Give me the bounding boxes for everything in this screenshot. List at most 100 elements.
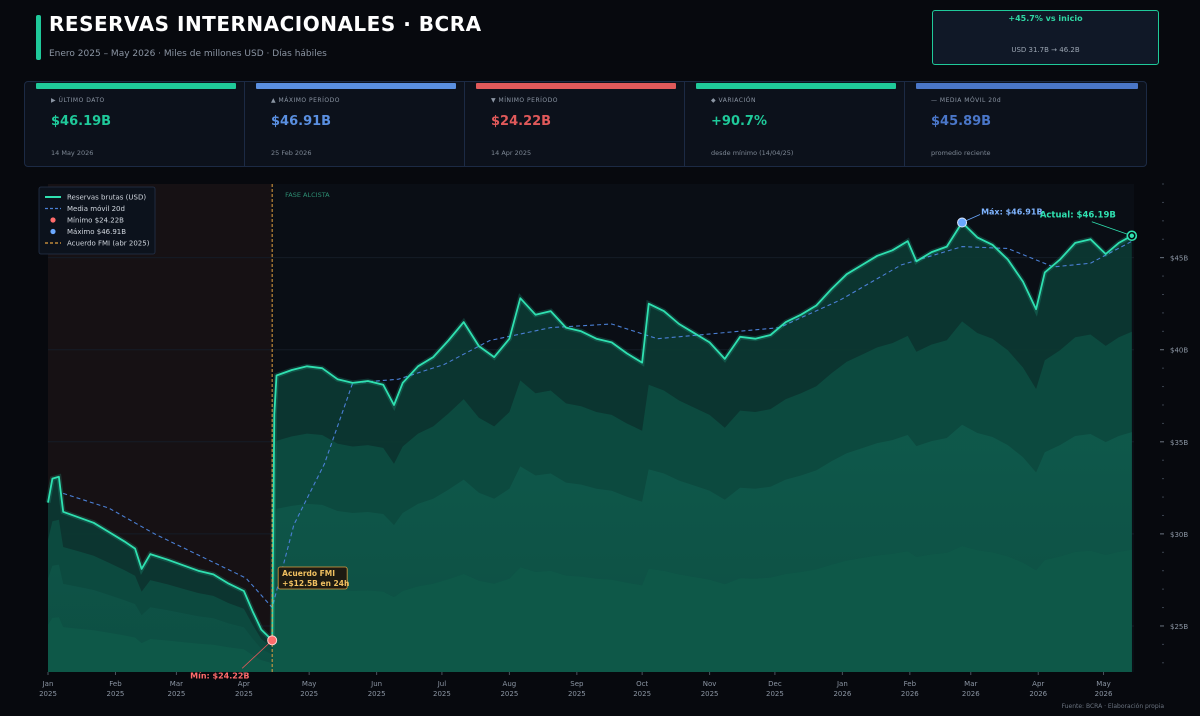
kpi-value: $46.91B [271, 114, 332, 129]
kpi-value: $24.22B [491, 114, 552, 129]
kpi-card-minimo: ▼ MÍNIMO PERÍODO $24.22B 14 Apr 2025 [465, 82, 685, 166]
kpi-sub: desde mínimo (14/04/25) [711, 149, 794, 157]
x-tick-label-year: 2025 [633, 690, 651, 698]
kpi-value: $46.19B [51, 114, 112, 129]
diamond-icon: ◆ [711, 97, 717, 104]
kpi-label: ◆ VARIACIÓN [711, 97, 756, 104]
last-marker-core [1129, 233, 1135, 238]
kpi-sub: promedio reciente [931, 149, 991, 157]
x-tick-label-year: 2025 [568, 690, 586, 698]
x-tick-label-year: 2026 [1095, 690, 1113, 698]
y-tick-label: $45B [1170, 255, 1188, 263]
reserves-area-layer [48, 546, 1132, 672]
imf-annotation-line-2: +$12.5B en 24h [282, 579, 349, 588]
imf-annotation-box [277, 566, 348, 590]
x-tick-label-year: 2025 [300, 690, 318, 698]
legend-marker-dot [50, 217, 56, 223]
max-marker [957, 217, 968, 228]
change-summary-head: +45.7% vs inicio [1008, 14, 1083, 23]
phase-label: FASE ALCISTA [285, 191, 330, 199]
kpi-value: +90.7% [711, 114, 767, 129]
x-tick-label-year: 2026 [962, 690, 980, 698]
kpi-strip [916, 83, 1138, 89]
max-label: Máx: $46.91B [981, 207, 1042, 216]
x-tick-label-year: 2025 [368, 690, 386, 698]
x-tick-label-month: Apr [1032, 680, 1044, 688]
legend-label: Acuerdo FMI (abr 2025) [67, 240, 150, 248]
kpi-value: $45.89B [931, 114, 992, 129]
x-tick-label-month: Jan [836, 680, 848, 688]
x-tick-label-month: Sep [570, 680, 584, 688]
moving-average-line [63, 240, 1133, 609]
min-label: Mín: $24.22B [190, 671, 249, 680]
legend-marker-dot [50, 228, 56, 235]
x-tick-label-month: Mar [964, 680, 977, 688]
kpi-card-maximo: ▲ MÁXIMO PERÍODO $46.91B 25 Feb 2026 [245, 82, 465, 166]
x-tick-label-month: Jul [437, 680, 447, 688]
x-tick-label-year: 2025 [235, 690, 253, 698]
kpi-card-variacion: ◆ VARIACIÓN +90.7% desde mínimo (14/04/2… [685, 82, 905, 166]
x-tick-label-year: 2025 [167, 690, 185, 698]
min-leader-line [241, 640, 273, 669]
legend-label: Media móvil 20d [67, 205, 125, 213]
kpi-sub: 14 May 2026 [51, 149, 94, 157]
kpi-strip [476, 83, 676, 89]
kpi-label: ▲ MÁXIMO PERÍODO [271, 97, 340, 104]
x-tick-label-month: Jan [42, 680, 54, 688]
x-tick-label-month: Mar [170, 680, 183, 688]
triangle-up-icon: ▲ [271, 97, 277, 104]
x-tick-label-year: 2025 [701, 690, 719, 698]
chart-legend: Reservas brutas (USD) Media móvil 20d Míni… [38, 186, 156, 255]
x-tick-label-year: 2025 [107, 690, 125, 698]
kpi-sub: 25 Feb 2026 [271, 149, 312, 157]
y-tick-label: $40B [1170, 347, 1188, 355]
x-tick-label-year: 2025 [39, 690, 57, 698]
kpi-row: ▶ ÚLTIMO DATO $46.19B 14 May 2026 ▲ MÁXI… [24, 81, 1147, 167]
x-tick-label-year: 2025 [433, 690, 451, 698]
x-tick-label-month: Feb [109, 680, 122, 688]
legend-label: Mínimo $24.22B [67, 217, 124, 225]
kpi-card-ultimo: ▶ ÚLTIMO DATO $46.19B 14 May 2026 [25, 82, 245, 166]
x-tick-label-year: 2025 [766, 690, 784, 698]
y-tick-label: $30B [1170, 531, 1188, 539]
x-tick-label-year: 2026 [1029, 690, 1047, 698]
x-tick-label-month: May [302, 680, 316, 688]
kpi-label: — MEDIA MÓVIL 20d [931, 97, 1002, 104]
y-tick-label: $25B [1170, 623, 1188, 631]
last-label: Actual: $46.19B [1040, 211, 1116, 221]
x-tick-label-month: Oct [636, 680, 648, 688]
legend-label: Reservas brutas (USD) [67, 194, 146, 202]
x-tick-label-year: 2026 [833, 690, 851, 698]
x-tick-label-month: May [1096, 680, 1110, 688]
x-tick-label-month: Feb [904, 680, 917, 688]
x-tick-label-month: Aug [503, 680, 517, 688]
page-title: RESERVAS INTERNACIONALES · BCRA [49, 12, 482, 36]
legend-label: Máximo $46.91B [67, 228, 126, 236]
kpi-strip [36, 83, 236, 89]
page-subtitle: Enero 2025 – May 2026 · Miles de millone… [49, 49, 327, 59]
imf-annotation-line-1: Acuerdo FMI [282, 569, 335, 578]
kpi-strip [256, 83, 456, 89]
x-tick-label-month: Apr [238, 680, 250, 688]
reserves-line [47, 221, 1133, 642]
x-tick-label-month: Dec [768, 680, 782, 688]
source-footer: Fuente: BCRA · Elaboración propia [1061, 703, 1164, 710]
x-tick-label-year: 2026 [901, 690, 919, 698]
kpi-label: ▶ ÚLTIMO DATO [51, 97, 105, 104]
x-tick-label-month: Jun [370, 680, 382, 688]
legend-box [38, 186, 156, 255]
kpi-label: ▼ MÍNIMO PERÍODO [491, 97, 558, 104]
y-tick-label: $35B [1170, 439, 1188, 447]
kpi-card-media: — MEDIA MÓVIL 20d $45.89B promedio recie… [905, 82, 1146, 166]
min-marker [267, 635, 278, 646]
triangle-down-icon: ▼ [491, 97, 497, 104]
play-icon: ▶ [51, 97, 57, 104]
kpi-sub: 14 Apr 2025 [491, 149, 532, 157]
title-accent-bar [36, 15, 41, 60]
dash-icon: — [931, 97, 938, 104]
change-summary-body: USD 31.7B → 46.2B [1011, 46, 1080, 54]
reserves-chart: FASE ALCISTA Acuerdo FMI+$12.5B en 24h Mín… [38, 183, 1188, 698]
last-leader-line [1091, 221, 1132, 237]
x-tick-label-month: Nov [703, 680, 717, 688]
kpi-strip [696, 83, 896, 89]
